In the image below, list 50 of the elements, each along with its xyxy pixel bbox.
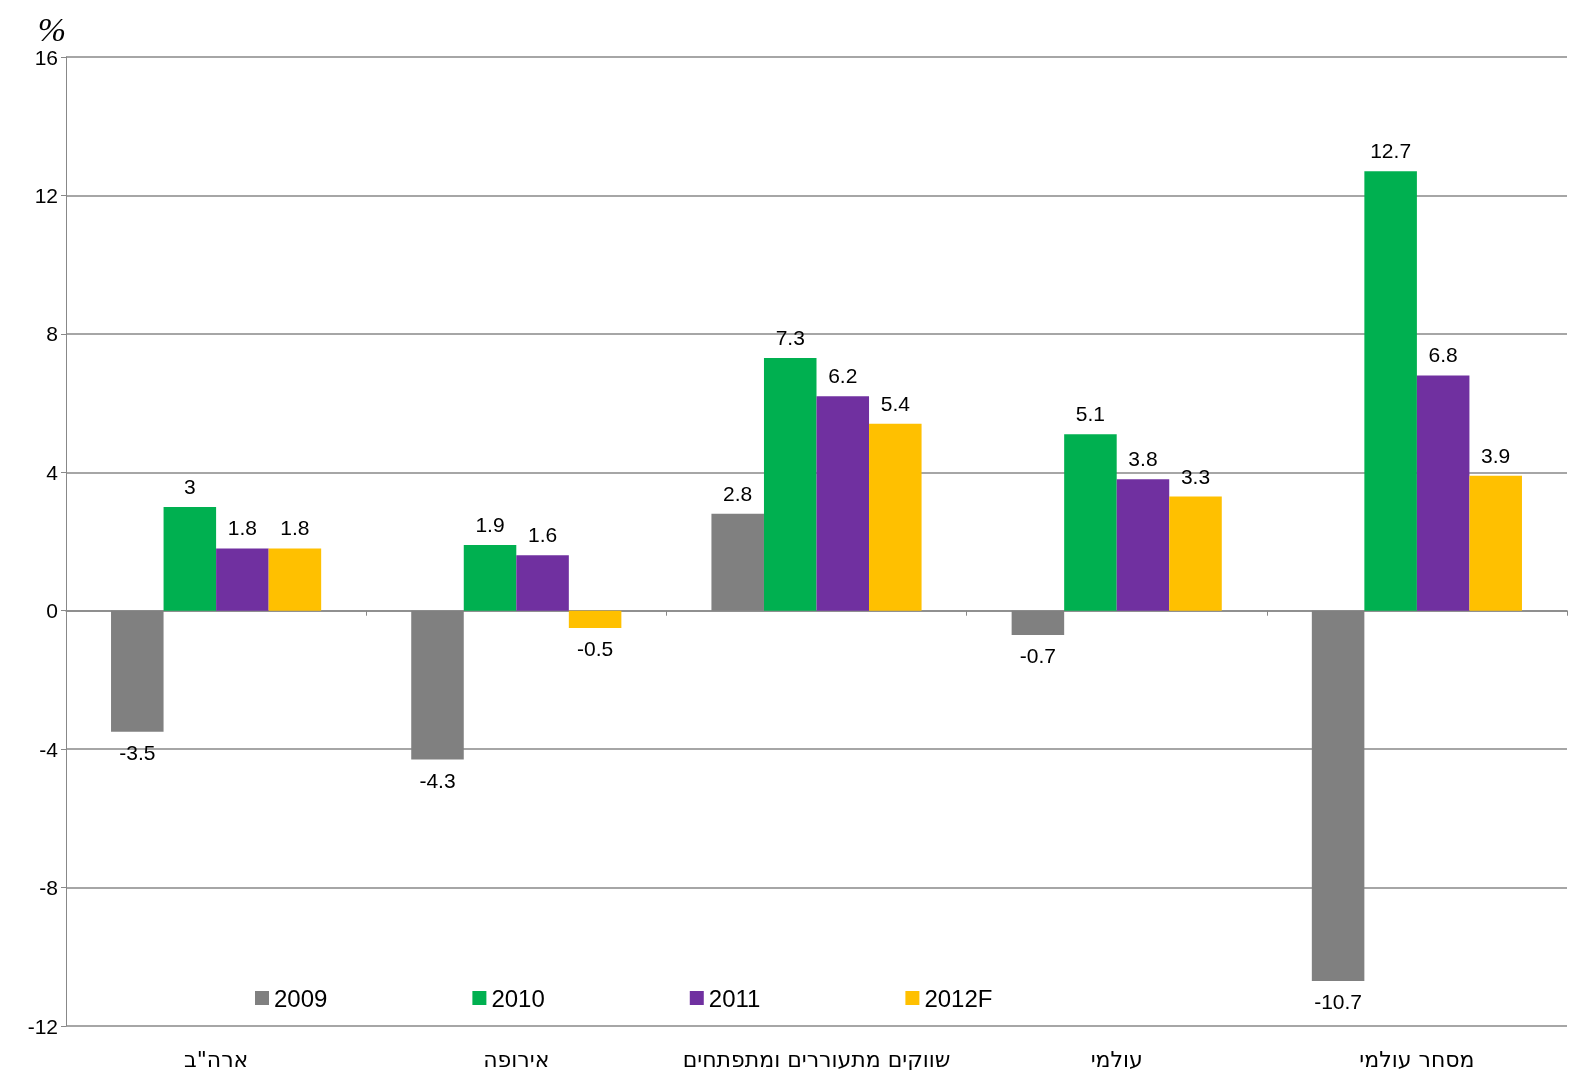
bar [463,544,517,611]
x-tick-label: ארה"ב [183,1046,249,1070]
legend-label: 2010 [491,984,545,1012]
legend-label: 2011 [708,984,761,1012]
data-label: 7.3 [775,326,805,350]
bar [869,423,922,611]
data-label: -4.3 [419,768,456,792]
y-tick-label: -12 [27,1014,58,1038]
data-label: 3 [183,474,196,498]
bar [1469,475,1522,611]
data-label: 1.9 [475,512,505,536]
data-label: -10.7 [1314,990,1363,1014]
bar [1169,496,1222,611]
data-label: -0.5 [577,637,614,661]
data-label: 1.8 [227,516,257,540]
bar [516,555,569,611]
data-label: 1.8 [280,516,310,540]
data-label: 3.9 [1481,443,1511,467]
x-tick-label: אירופה [483,1046,550,1070]
data-label: 1.6 [527,523,558,547]
y-tick-label: 4 [46,460,59,484]
bar [1064,434,1117,611]
data-label: 6.2 [828,364,858,388]
y-tick-label: 0 [46,599,58,623]
data-label: 3.3 [1180,464,1211,488]
bar [1416,375,1470,611]
legend-label: 2012F [924,984,993,1012]
legend-label: 2009 [274,984,328,1012]
data-label: 6.8 [1428,343,1458,367]
y-tick-label: -8 [39,876,58,900]
data-label: 5.4 [880,391,911,415]
data-label: -3.5 [119,740,156,764]
bar [816,396,870,611]
x-tick-label: מסחר עולמי [1359,1046,1475,1070]
y-tick-label: -4 [39,737,59,761]
bar [216,548,269,611]
bar [1364,171,1417,611]
data-label: 5.1 [1075,402,1106,426]
bar [568,610,622,629]
data-label: -0.7 [1019,643,1056,667]
data-label: 12.7 [1370,139,1412,163]
bar [763,358,817,611]
bar [163,506,217,611]
y-tick-label: 12 [34,183,58,207]
data-label: 2.8 [723,481,753,505]
data-label: 3.8 [1128,447,1158,471]
bar [268,548,322,611]
x-tick-label: עולמי [1090,1046,1143,1070]
y-tick-label: 8 [46,322,58,346]
bar [1116,479,1170,611]
